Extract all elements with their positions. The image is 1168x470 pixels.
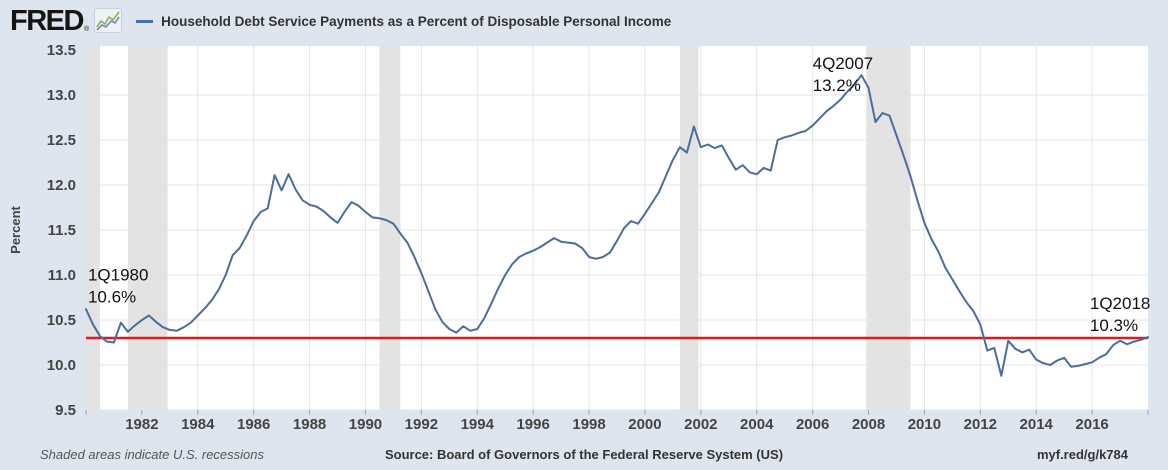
y-axis-label: Percent bbox=[8, 205, 23, 253]
x-tick-label: 1986 bbox=[237, 416, 270, 433]
x-tick-label: 1996 bbox=[516, 416, 549, 433]
y-tick-label: 10.0 bbox=[47, 357, 76, 374]
fred-logo-text: FRED bbox=[10, 5, 84, 37]
data-point-annotation: 4Q2007 13.2% bbox=[813, 54, 874, 95]
x-tick-label: 1982 bbox=[125, 416, 158, 433]
registered-trademark-icon: ® bbox=[83, 26, 90, 33]
data-point-annotation: 1Q2018 10.3% bbox=[1090, 294, 1151, 335]
x-tick-label: 2002 bbox=[684, 416, 717, 433]
y-tick-label: 11.0 bbox=[48, 267, 76, 284]
x-tick-label: 1998 bbox=[572, 416, 605, 433]
series-legend-label: Household Debt Service Payments as a Per… bbox=[161, 13, 672, 29]
y-tick-label: 12.5 bbox=[47, 132, 76, 149]
x-tick-label: 2008 bbox=[852, 416, 885, 433]
recession-band bbox=[679, 46, 699, 410]
x-tick-label: 1992 bbox=[405, 416, 438, 433]
y-tick-label: 13.0 bbox=[47, 87, 76, 104]
fred-logo[interactable]: FRED ® bbox=[10, 4, 123, 38]
x-tick-label: 2000 bbox=[628, 416, 661, 433]
x-tick-label: 2016 bbox=[1075, 416, 1108, 433]
x-tick-label: 2006 bbox=[796, 416, 829, 433]
y-tick-label: 11.5 bbox=[48, 222, 76, 239]
recession-band bbox=[127, 46, 168, 410]
x-tick-label: 1984 bbox=[181, 416, 215, 433]
recession-band bbox=[86, 46, 100, 410]
x-tick-label: 1990 bbox=[349, 416, 382, 433]
series-legend-swatch bbox=[136, 19, 154, 23]
data-point-annotation: 1Q1980 10.6% bbox=[88, 265, 149, 306]
x-tick-label: 2010 bbox=[908, 416, 941, 433]
x-tick-label: 2004 bbox=[740, 416, 774, 433]
chart-header: FRED ® Household Debt Service Payments a… bbox=[0, 0, 1168, 42]
y-tick-label: 12.0 bbox=[47, 177, 76, 194]
source-text: Source: Board of Governors of the Federa… bbox=[384, 447, 784, 462]
y-tick-label: 10.5 bbox=[47, 312, 76, 329]
fred-sparkline-chart-icon bbox=[94, 8, 123, 33]
x-tick-label: 1994 bbox=[461, 416, 495, 433]
short-url-link[interactable]: myf.red/g/k784 bbox=[1036, 447, 1128, 462]
data-series-line bbox=[85, 74, 1149, 377]
recession-band bbox=[866, 46, 911, 410]
y-tick-label: 13.5 bbox=[47, 42, 76, 59]
chart-footer: Shaded areas indicate U.S. recessions So… bbox=[0, 444, 1168, 466]
x-tick-label: 2012 bbox=[964, 416, 997, 433]
x-tick-label: 2014 bbox=[1020, 416, 1054, 433]
y-tick-label: 9.5 bbox=[55, 402, 76, 419]
recession-band bbox=[379, 46, 401, 410]
recession-note: Shaded areas indicate U.S. recessions bbox=[40, 447, 265, 462]
plot-area bbox=[86, 46, 1148, 410]
x-tick-label: 1988 bbox=[293, 416, 326, 433]
